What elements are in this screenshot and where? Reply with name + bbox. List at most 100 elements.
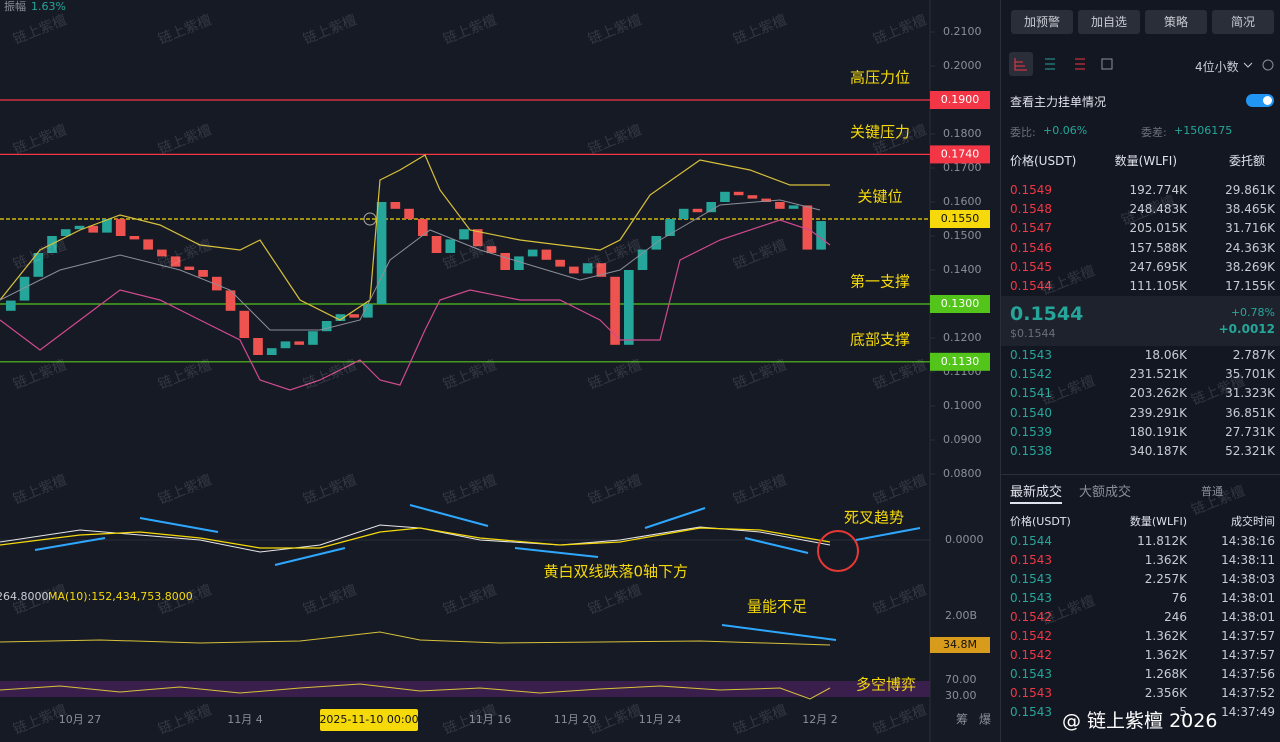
- candle: [431, 236, 442, 253]
- price: 0.1539: [1010, 424, 1052, 439]
- macd-zero: 0.0000: [945, 533, 984, 546]
- candle: [266, 348, 277, 355]
- candle: [610, 276, 620, 345]
- price-tick-label: 0.1800: [943, 127, 982, 140]
- candle: [500, 253, 511, 270]
- amount: 35.701K: [1225, 367, 1275, 382]
- tab[interactable]: 最新成交: [1010, 485, 1063, 500]
- candle: [308, 331, 318, 345]
- candle: [280, 341, 291, 349]
- quantity: 1.268K: [1144, 667, 1187, 681]
- volume-ma-label: MA(10):152,434,753.8000: [48, 590, 193, 603]
- price-tick-label: 0.1700: [943, 161, 982, 174]
- date-label: 11月 4: [227, 713, 263, 726]
- candle: [596, 263, 607, 277]
- price-tick-label: 0.2100: [943, 25, 982, 38]
- quantity: 1.362K: [1144, 648, 1187, 662]
- candle: [376, 202, 387, 304]
- annotation: 黄白双线跌落0轴下方: [543, 563, 688, 581]
- date-label: 10月 27: [59, 713, 102, 726]
- axis-icon[interactable]: 筹: [956, 713, 968, 727]
- price: 0.1545: [1010, 259, 1052, 274]
- candle: [33, 253, 44, 277]
- candle: [788, 205, 799, 209]
- button[interactable]: 简况: [1212, 10, 1274, 34]
- amount: 14:38:01: [1221, 610, 1275, 624]
- quantity: 205.015K: [1129, 221, 1188, 236]
- candle: [335, 314, 346, 321]
- candle: [143, 239, 153, 250]
- candle: [115, 219, 126, 236]
- axis-icon[interactable]: 爆: [979, 713, 991, 727]
- level-annotation: 关键位: [857, 188, 902, 206]
- band-middle: [0, 199, 821, 331]
- quantity: 239.291K: [1129, 405, 1188, 420]
- crosshair-date-bg: [320, 709, 418, 731]
- tab[interactable]: 大额成交: [1079, 485, 1132, 500]
- band-upper: [0, 154, 830, 321]
- amount: 27.731K: [1225, 424, 1275, 439]
- chart: 2025-11-10 00:00 振幅 1.63% 264.8000 MA(10…: [0, 0, 992, 742]
- candle: [74, 225, 85, 230]
- candle: [747, 195, 758, 199]
- volume-last: 34.8M: [943, 638, 977, 651]
- change: +0.0012: [1218, 322, 1275, 336]
- candle: [184, 266, 195, 270]
- quantity: 192.774K: [1129, 183, 1188, 197]
- amount: 14:37:52: [1221, 686, 1275, 700]
- change-pct: +0.78%: [1230, 306, 1275, 319]
- quantity: 5: [1179, 705, 1187, 719]
- price: 0.1544: [1010, 534, 1052, 548]
- volume-ma: [0, 631, 831, 646]
- candle: [60, 229, 71, 236]
- quantity: 203.262K: [1129, 386, 1188, 401]
- amount: 38.269K: [1225, 259, 1275, 274]
- date-label: 11月 16: [469, 713, 512, 726]
- toggle[interactable]: [1246, 94, 1274, 107]
- main-orders[interactable]: 查看主力挂单情况: [1010, 95, 1107, 109]
- level-annotation: 关键压力: [850, 123, 910, 141]
- price: 0.1543: [1010, 553, 1052, 567]
- price-tick-label: 0.0900: [943, 433, 982, 446]
- macd-dea: [0, 527, 831, 549]
- amount: 36.851K: [1225, 405, 1275, 420]
- amount: 14:38:01: [1221, 591, 1275, 605]
- candle: [459, 229, 469, 240]
- quantity: 2.356K: [1144, 686, 1187, 700]
- ratio-label: 委比:: [1010, 126, 1036, 139]
- candle: [129, 236, 140, 240]
- candle: [527, 249, 538, 257]
- quantity: 1.362K: [1144, 553, 1187, 567]
- price: 0.1541: [1010, 386, 1052, 401]
- view-icons: [1009, 52, 1274, 76]
- rsi-low: 30.00: [945, 689, 977, 702]
- price-tick-label: 0.0800: [943, 467, 982, 480]
- candle: [761, 198, 771, 202]
- quantity: 247.695K: [1129, 259, 1188, 274]
- candle: [19, 276, 30, 301]
- last-usd: $0.1544: [1010, 327, 1056, 340]
- price: 0.1538: [1010, 444, 1052, 458]
- button[interactable]: 加自选: [1078, 10, 1140, 34]
- decimals[interactable]: 4位小数: [1195, 60, 1239, 74]
- quantity: 248.483K: [1129, 202, 1188, 217]
- trade-header: 数量(WLFI): [1129, 515, 1187, 528]
- amount: 14:38:11: [1221, 553, 1275, 567]
- level-label: 0.1900: [941, 93, 980, 106]
- candle: [445, 239, 456, 253]
- price: 0.1543: [1010, 348, 1052, 362]
- tab[interactable]: 普通: [1201, 485, 1223, 498]
- trade-header: 价格(USDT): [1010, 515, 1071, 528]
- quantity: 76: [1171, 591, 1187, 605]
- price: 0.1543: [1010, 591, 1052, 605]
- level-tag: [930, 210, 990, 228]
- date-label: 12月 2: [802, 713, 838, 726]
- price-tick-label: 0.1200: [943, 331, 982, 344]
- button[interactable]: 策略: [1145, 10, 1207, 34]
- price-tick-label: 0.2000: [943, 59, 982, 72]
- candle: [569, 266, 579, 274]
- button[interactable]: 加预警: [1011, 10, 1073, 34]
- level-label: 0.1300: [941, 297, 980, 310]
- quantity: 2.257K: [1144, 572, 1187, 586]
- rsi-line: [0, 683, 831, 700]
